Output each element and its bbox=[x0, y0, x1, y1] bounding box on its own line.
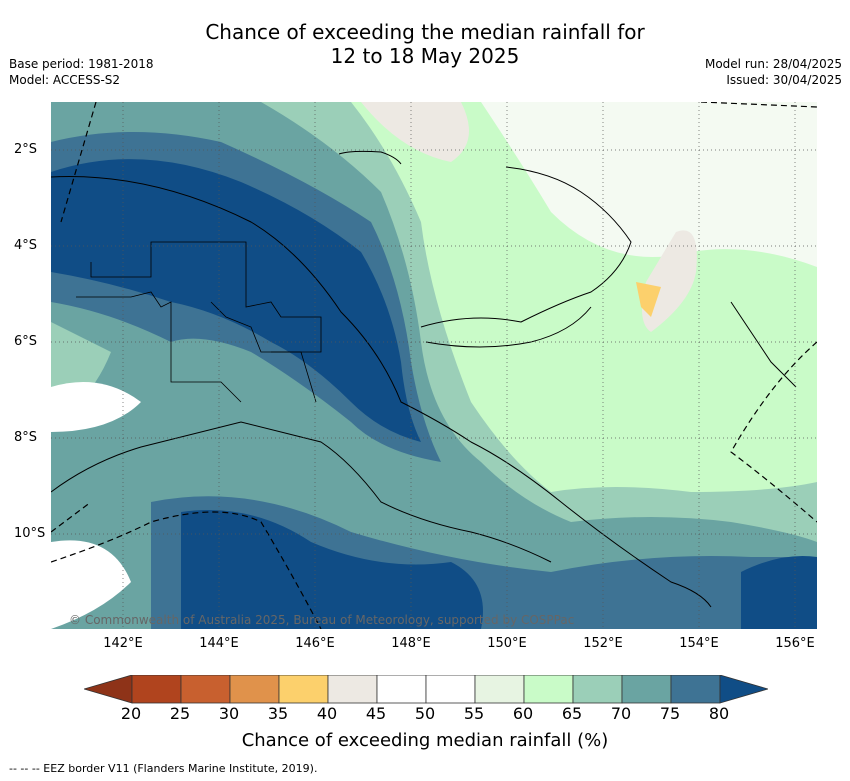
colorbar-label: 45 bbox=[365, 704, 387, 723]
colorbar bbox=[84, 675, 768, 704]
x-tick-146: 146°E bbox=[295, 636, 335, 651]
colorbar-label: 70 bbox=[610, 704, 632, 723]
colorbar-segment bbox=[180, 675, 231, 704]
colorbar-label: 30 bbox=[218, 704, 240, 723]
colorbar-segment bbox=[131, 675, 182, 704]
issued-label: Issued: 30/04/2025 bbox=[726, 73, 842, 87]
colorbar-segment bbox=[425, 675, 476, 704]
x-tick-154: 154°E bbox=[679, 636, 719, 651]
colorbar-segment bbox=[474, 675, 525, 704]
eez-footnote: -- -- -- EEZ border V11 (Flanders Marine… bbox=[9, 762, 318, 775]
y-tick-10s: 10°S bbox=[14, 526, 46, 541]
x-tick-142: 142°E bbox=[103, 636, 143, 651]
colorbar-label: 65 bbox=[561, 704, 583, 723]
colorbar-high-arrow bbox=[719, 675, 768, 704]
colorbar-label: 40 bbox=[316, 704, 338, 723]
x-tick-156: 156°E bbox=[775, 636, 815, 651]
map-copyright: © Commonwealth of Australia 2025, Bureau… bbox=[69, 613, 575, 627]
x-tick-144: 144°E bbox=[199, 636, 239, 651]
x-tick-150: 150°E bbox=[487, 636, 527, 651]
y-tick-8s: 8°S bbox=[14, 430, 38, 445]
colorbar-segment bbox=[670, 675, 721, 704]
x-tick-152: 152°E bbox=[583, 636, 623, 651]
y-tick-4s: 4°S bbox=[14, 238, 38, 253]
y-tick-6s: 6°S bbox=[14, 334, 38, 349]
colorbar-label: 35 bbox=[267, 704, 289, 723]
y-tick-2s: 2°S bbox=[14, 142, 38, 157]
model-run-label: Model run: 28/04/2025 bbox=[704, 57, 842, 71]
colorbar-label: 75 bbox=[659, 704, 681, 723]
colorbar-label: 20 bbox=[120, 704, 142, 723]
colorbar-segment bbox=[278, 675, 329, 704]
colorbar-label: 55 bbox=[463, 704, 485, 723]
colorbar-low-arrow bbox=[84, 675, 133, 704]
colorbar-segment bbox=[523, 675, 574, 704]
model-label: Model: ACCESS-S2 bbox=[9, 73, 121, 87]
chart-title-line2: 12 to 18 May 2025 bbox=[330, 44, 520, 68]
colorbar-segment bbox=[621, 675, 672, 704]
colorbar-label: 80 bbox=[708, 704, 730, 723]
colorbar-label: 50 bbox=[414, 704, 436, 723]
colorbar-label: 60 bbox=[512, 704, 534, 723]
colorbar-segment bbox=[229, 675, 280, 704]
chart-title-line1: Chance of exceeding the median rainfall … bbox=[205, 20, 645, 44]
colorbar-segment bbox=[572, 675, 623, 704]
rainfall-probability-map bbox=[51, 102, 817, 629]
base-period-label: Base period: 1981-2018 bbox=[9, 57, 154, 71]
colorbar-title: Chance of exceeding median rainfall (%) bbox=[241, 730, 609, 751]
x-tick-148: 148°E bbox=[391, 636, 431, 651]
colorbar-label: 25 bbox=[169, 704, 191, 723]
colorbar-segment bbox=[327, 675, 378, 704]
colorbar-segment bbox=[376, 675, 427, 704]
